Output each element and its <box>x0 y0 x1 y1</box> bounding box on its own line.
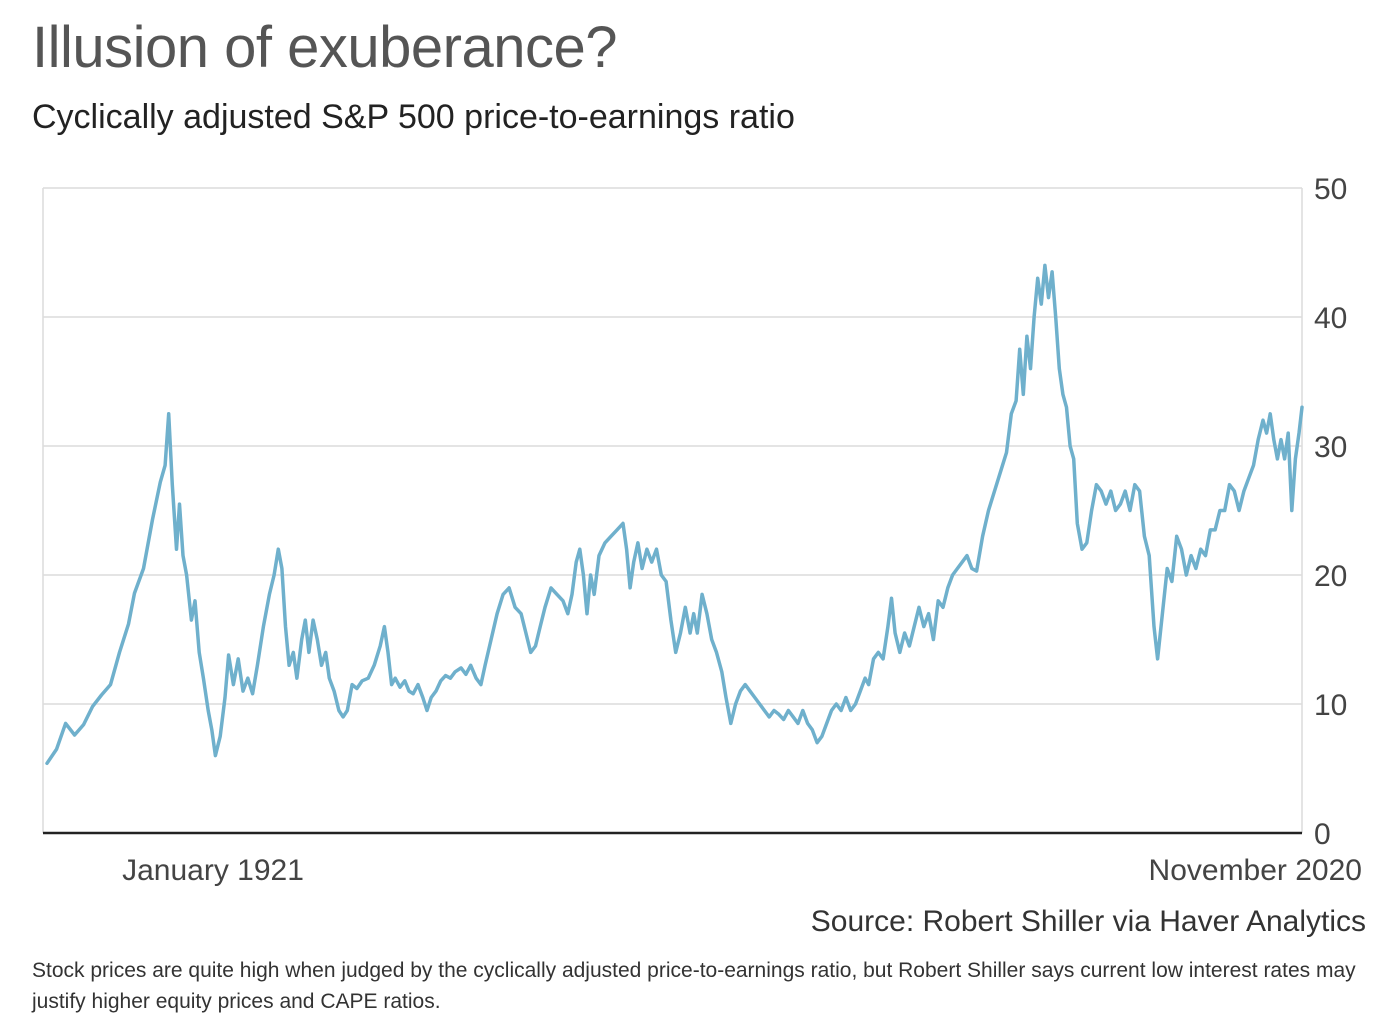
chart-subtitle: Cyclically adjusted S&P 500 price-to-ear… <box>32 98 795 136</box>
tick-labels: 0 10 20 30 40 50 January 1921 November 2020 <box>122 173 1362 887</box>
x-label-end: November 2020 <box>1149 854 1362 887</box>
line-chart: 0 10 20 30 40 50 January 1921 November 2020 <box>42 173 1362 887</box>
y-tick-label-10: 10 <box>1314 689 1347 722</box>
chart-caption: Stock prices are quite high when judged … <box>32 959 1356 1013</box>
gridlines <box>43 187 1302 705</box>
x-label-start: January 1921 <box>122 854 304 887</box>
source-note: Source: Robert Shiller via Haver Analyti… <box>810 905 1366 938</box>
y-tick-label-20: 20 <box>1314 560 1347 593</box>
y-tick-label-0: 0 <box>1314 818 1331 851</box>
series-layer <box>45 263 1304 766</box>
axes <box>42 188 1303 835</box>
y-tick-label-50: 50 <box>1314 173 1347 206</box>
y-tick-label-30: 30 <box>1314 431 1347 464</box>
chart-title: Illusion of exuberance? <box>32 15 618 80</box>
cape-ratio-line <box>45 263 1304 766</box>
y-tick-label-40: 40 <box>1314 302 1347 335</box>
